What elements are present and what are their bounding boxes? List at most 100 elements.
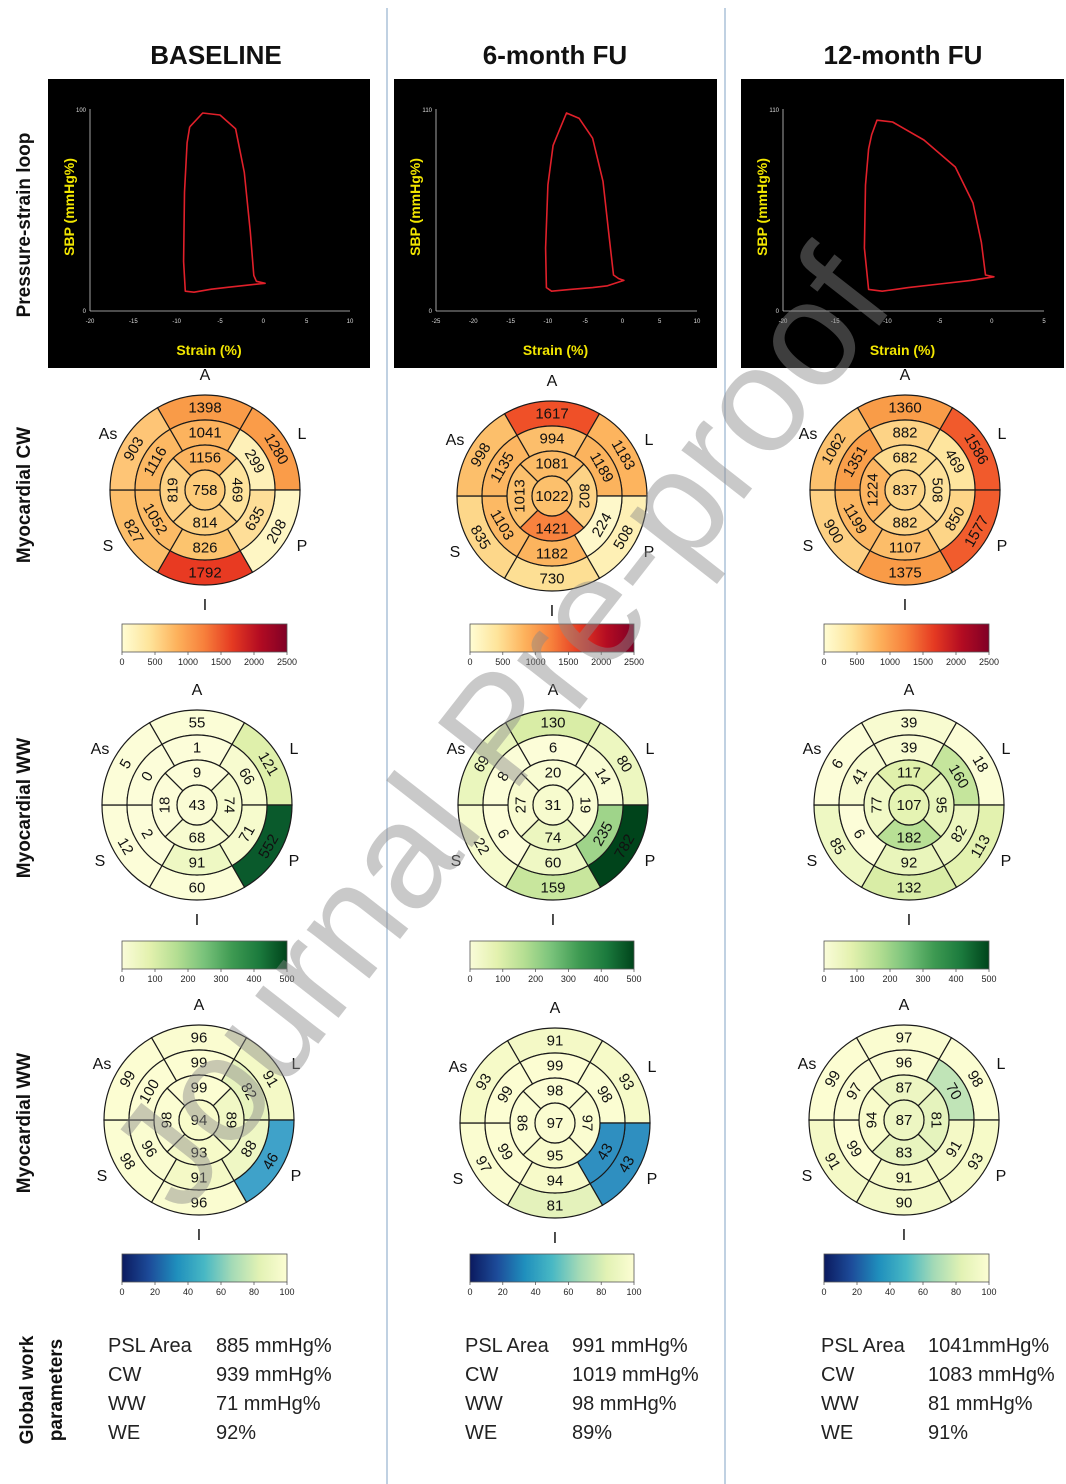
segment-value: 96 — [137, 1138, 160, 1161]
param-value: 939 mmHg% — [216, 1364, 332, 1386]
colorbar-tick-label: 400 — [594, 974, 609, 984]
wall-label: I — [907, 912, 911, 929]
x-tick-label: 5 — [658, 319, 662, 325]
apex-segment — [888, 784, 930, 826]
colorbar-gradient — [469, 940, 635, 970]
y-axis-label: SBP (mmHg%) — [61, 158, 77, 256]
segment-value: 98 — [964, 1068, 987, 1091]
segment-value: 1421 — [535, 521, 568, 538]
param-label: WE — [108, 1422, 140, 1444]
colorbar-tick-label: 100 — [626, 1287, 641, 1297]
colorbar-tick-label: 2000 — [946, 657, 966, 667]
colorbar-tick-label: 2000 — [244, 657, 264, 667]
colorbar-tick-label: 2500 — [979, 657, 999, 667]
wall-label: I — [553, 1230, 557, 1247]
segment-value: 27 — [513, 797, 530, 814]
column-title: 12-month FU — [824, 40, 983, 70]
x-tick-label: -10 — [172, 319, 181, 325]
wall-label: S — [95, 853, 106, 870]
colorbar-tick-label: 0 — [467, 1287, 472, 1297]
wall-label: S — [451, 853, 462, 870]
segment-value: 83 — [896, 1145, 913, 1162]
x-tick-label: 0 — [990, 319, 994, 325]
wall-label: P — [297, 538, 308, 555]
colorbar-tick-label: 500 — [849, 657, 864, 667]
y-tick-label: 100 — [76, 108, 87, 114]
x-tick-label: 0 — [262, 319, 266, 325]
segment-value: 99 — [191, 1080, 208, 1097]
segment-value: 1156 — [189, 450, 221, 467]
wall-label: I — [195, 912, 199, 929]
colorbar: 0 500 1000 1500 2000 2500 — [119, 623, 297, 667]
segment-value: 1022 — [535, 488, 568, 505]
wall-label: P — [997, 538, 1008, 555]
param-label: WW — [108, 1393, 146, 1415]
segment-value: 1375 — [888, 565, 921, 582]
wall-label: As — [803, 741, 822, 758]
wall-label: A — [200, 367, 211, 384]
wall-label: As — [798, 1056, 817, 1073]
segment-value: 87 — [896, 1080, 913, 1097]
wall-label: I — [203, 597, 207, 614]
colorbar-tick-label: 100 — [495, 974, 510, 984]
colorbar-tick-label: 200 — [528, 974, 543, 984]
wall-label: S — [802, 1168, 813, 1185]
segment-value: 107 — [896, 797, 921, 814]
colorbar-gradient — [823, 940, 990, 970]
segment-value: 74 — [545, 830, 562, 847]
segment-value: 68 — [189, 830, 206, 847]
wall-label: As — [447, 741, 466, 758]
segment-value: 159 — [540, 880, 565, 897]
colorbar-tick-label: 400 — [246, 974, 261, 984]
x-tick-label: -10 — [883, 319, 892, 325]
colorbar-tick-label: 20 — [498, 1287, 508, 1297]
segment-value: 99 — [821, 1068, 844, 1091]
segment-value: 43 — [615, 1153, 638, 1176]
colorbar-tick-label: 0 — [467, 657, 472, 667]
y-tick-label: 0 — [776, 309, 780, 315]
y-axis-label: SBP (mmHg%) — [407, 158, 423, 256]
colorbar-tick-label: 0 — [467, 974, 472, 984]
segment-value: 97 — [472, 1153, 495, 1176]
segment-value: 99 — [842, 1138, 865, 1161]
segment-value: 20 — [545, 765, 562, 782]
colorbar: 0 100 200 300 400 500 — [119, 940, 295, 984]
segment-value: 91 — [189, 855, 206, 872]
wall-label: A — [899, 997, 910, 1014]
segment-value: 802 — [576, 483, 593, 508]
plot-background — [394, 79, 717, 368]
segment-value: 91 — [259, 1068, 282, 1091]
segment-value: 99 — [493, 1141, 516, 1164]
segment-value: 96 — [896, 1055, 913, 1072]
x-tick-label: -20 — [779, 319, 788, 325]
segment-value: 97 — [896, 1030, 913, 1047]
segment-value: 82 — [948, 823, 971, 846]
x-tick-label: -5 — [582, 319, 588, 325]
wall-label: S — [450, 544, 461, 561]
y-axis-label: SBP (mmHg%) — [754, 158, 770, 256]
colorbar-tick-label: 500 — [981, 974, 996, 984]
segment-value: 60 — [545, 855, 562, 872]
apex-segment — [534, 1102, 576, 1144]
segment-value: 39 — [901, 715, 918, 732]
wall-label: S — [453, 1171, 464, 1188]
segment-value: 1398 — [188, 400, 221, 417]
colorbar: 0 500 1000 1500 2000 2500 — [467, 623, 644, 667]
segment-value: 98 — [547, 1083, 564, 1100]
apex-segment — [884, 469, 926, 511]
segment-value: 19 — [577, 797, 594, 814]
colorbar-tick-label: 60 — [563, 1287, 573, 1297]
colorbar-tick-label: 500 — [495, 657, 510, 667]
segment-value: 819 — [165, 477, 182, 502]
segment-value: 99 — [547, 1058, 564, 1075]
colorbar: 0 100 200 300 400 500 — [467, 940, 642, 984]
segment-value: 94 — [864, 1112, 881, 1129]
loop-curve — [544, 112, 625, 293]
param-label: CW — [108, 1364, 141, 1386]
segment-value: 1792 — [188, 565, 221, 582]
segment-value: 71 — [236, 823, 259, 846]
colorbar: 0 500 1000 1500 2000 2500 — [821, 623, 999, 667]
